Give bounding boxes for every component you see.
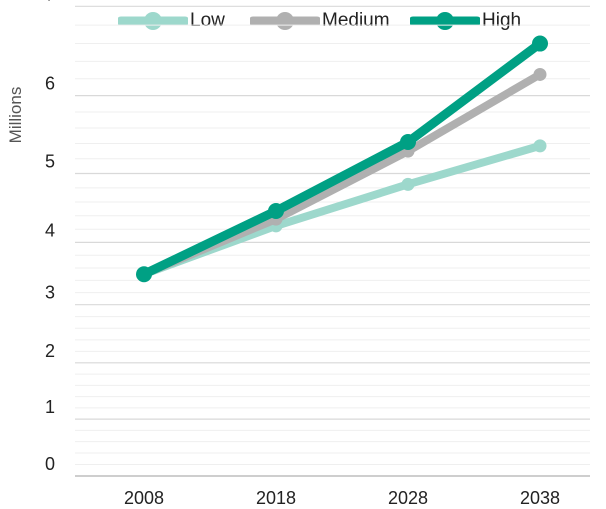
legend-label-low: Low xyxy=(190,10,225,31)
legend-label-high: High xyxy=(482,10,522,31)
series-line-high xyxy=(139,39,545,279)
y-tick-label: 4 xyxy=(45,220,55,240)
data-point-high xyxy=(268,202,284,219)
data-point-medium xyxy=(533,67,547,81)
data-point-low xyxy=(401,177,415,191)
legend-label-medium: Medium xyxy=(322,10,390,31)
data-point-low xyxy=(533,139,547,153)
x-tick-label: 2008 xyxy=(124,488,164,508)
y-tick-label: 0 xyxy=(45,454,55,474)
y-tick-label: 6 xyxy=(45,74,55,94)
x-tick-label: 2028 xyxy=(388,488,428,508)
data-point-high xyxy=(400,134,416,151)
y-tick-label: 3 xyxy=(45,283,55,303)
y-tick-label: 2 xyxy=(45,341,55,361)
y-tick-label: 1 xyxy=(45,397,55,417)
y-tick-label: 7 xyxy=(45,0,55,4)
data-point-high xyxy=(136,266,152,283)
data-point-high xyxy=(532,35,548,52)
y-tick-label: 5 xyxy=(45,152,55,172)
x-tick-label: 2038 xyxy=(520,488,560,508)
x-tick-label: 2018 xyxy=(256,488,296,508)
